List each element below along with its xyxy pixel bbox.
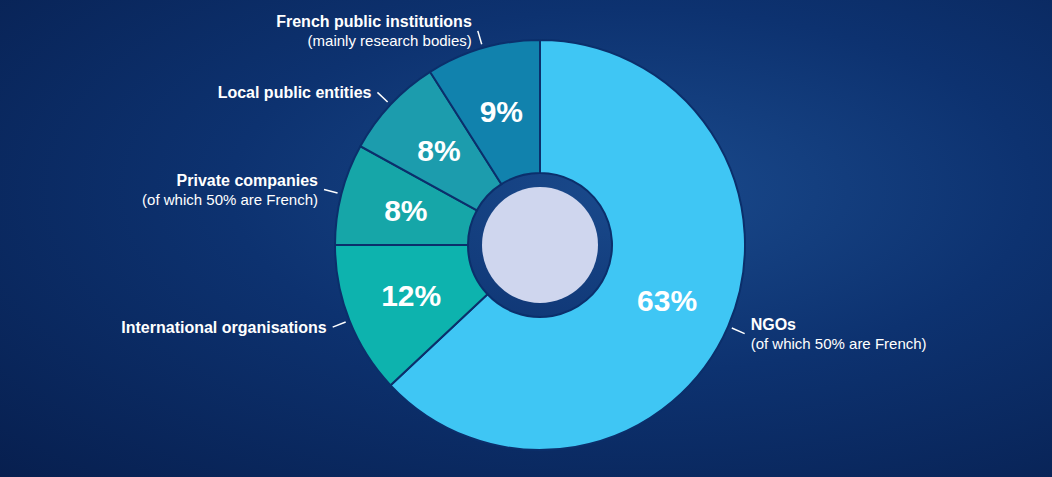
svg-text:International organisations: International organisations <box>121 319 326 336</box>
svg-text:Local public entities: Local public entities <box>218 84 372 101</box>
svg-text:8%: 8% <box>384 194 427 227</box>
svg-text:8%: 8% <box>417 134 460 167</box>
svg-text:Private companies: Private companies <box>177 172 319 189</box>
svg-text:(of which 50% are French): (of which 50% are French) <box>751 335 927 352</box>
svg-text:63%: 63% <box>637 284 697 317</box>
svg-text:French public institutions: French public institutions <box>276 13 472 30</box>
svg-text:12%: 12% <box>381 279 441 312</box>
svg-text:NGOs: NGOs <box>751 316 796 333</box>
svg-text:9%: 9% <box>480 95 523 128</box>
svg-text:(of which 50% are French): (of which 50% are French) <box>142 191 318 208</box>
svg-text:(mainly research bodies): (mainly research bodies) <box>308 32 472 49</box>
